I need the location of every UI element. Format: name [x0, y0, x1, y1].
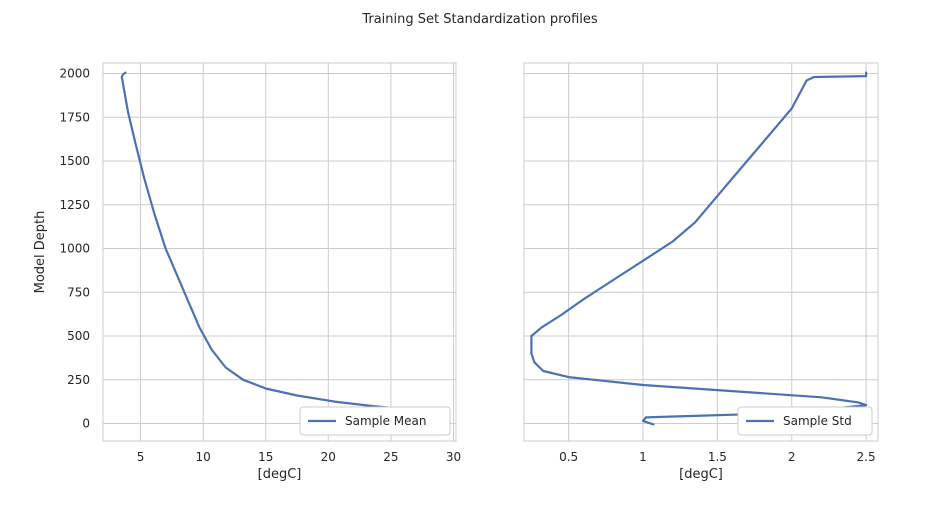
- x-axis-label: [degC]: [258, 467, 302, 482]
- y-tick-label: 1250: [59, 198, 90, 212]
- x-tick-label: 5: [137, 450, 145, 464]
- y-axis-label: Model Depth: [33, 211, 48, 294]
- x-tick-label: 15: [258, 450, 273, 464]
- plot-area: [102, 62, 457, 442]
- x-axis-label: [degC]: [679, 467, 723, 482]
- x-tick-label: 1: [639, 450, 647, 464]
- y-tick-label: 2000: [59, 67, 90, 81]
- figure-title: Training Set Standardization profiles: [361, 12, 598, 27]
- x-tick-label: 30: [446, 450, 461, 464]
- x-tick-label: 0.5: [559, 450, 578, 464]
- legend-label: Sample Std: [783, 414, 852, 428]
- y-tick-label: 0: [82, 417, 90, 431]
- legend-label: Sample Mean: [345, 414, 427, 428]
- y-tick-label: 1750: [59, 110, 90, 124]
- y-tick-label: 750: [67, 285, 90, 299]
- chart-panel-sample-std: 0.5 1 1.5 2 2.5 [degC] Sample Std: [523, 62, 879, 482]
- y-tick-label: 500: [67, 329, 90, 343]
- x-tick-label: 2.5: [857, 450, 876, 464]
- plot-area: [523, 62, 879, 442]
- series-line-sample-std: [530, 71, 868, 426]
- legend-box: [737, 406, 873, 436]
- y-tick-label: 250: [67, 373, 90, 387]
- x-tick-label: 10: [196, 450, 211, 464]
- legend-box: [299, 406, 451, 436]
- y-tick-label: 1000: [59, 242, 90, 256]
- chart-panel-sample-mean: 5 10 15 20 25 30 0 250 500 750 1000 1250 1500 1750 200…: [33, 62, 461, 482]
- x-tick-label: 2: [788, 450, 796, 464]
- x-tick-label: 20: [321, 450, 336, 464]
- x-tick-label: 25: [383, 450, 398, 464]
- y-tick-label: 1500: [59, 154, 90, 168]
- series-line-sample-mean: [120, 71, 392, 409]
- x-tick-label: 1.5: [708, 450, 727, 464]
